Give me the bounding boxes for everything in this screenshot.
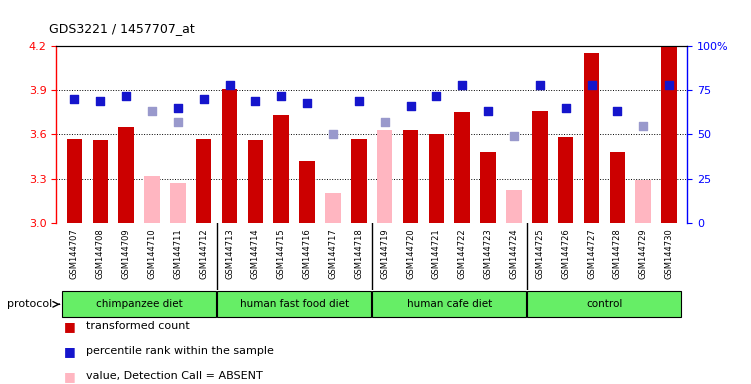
Text: GSM144725: GSM144725	[535, 228, 544, 279]
Text: GSM144720: GSM144720	[406, 228, 415, 279]
Text: GSM144718: GSM144718	[354, 228, 363, 279]
Text: ■: ■	[64, 320, 76, 333]
Text: human cafe diet: human cafe diet	[407, 299, 492, 310]
Point	[405, 103, 417, 109]
Text: value, Detection Call = ABSENT: value, Detection Call = ABSENT	[86, 371, 263, 381]
Text: GSM144728: GSM144728	[613, 228, 622, 279]
Text: GDS3221 / 1457707_at: GDS3221 / 1457707_at	[49, 22, 195, 35]
Text: human fast food diet: human fast food diet	[240, 299, 348, 310]
Bar	[635, 180, 651, 223]
Bar	[558, 137, 574, 223]
Text: GSM144716: GSM144716	[303, 228, 312, 279]
Text: GSM144710: GSM144710	[147, 228, 156, 279]
Text: GSM144729: GSM144729	[638, 228, 647, 279]
Text: GSM144723: GSM144723	[484, 228, 493, 279]
Text: GSM144727: GSM144727	[587, 228, 596, 279]
Text: control: control	[587, 299, 623, 310]
Text: GSM144711: GSM144711	[173, 228, 182, 279]
Text: GSM144715: GSM144715	[277, 228, 286, 279]
Point	[353, 98, 365, 104]
FancyBboxPatch shape	[62, 291, 216, 317]
Bar	[170, 183, 185, 223]
Bar	[67, 139, 82, 223]
Bar	[144, 175, 160, 223]
Point	[430, 93, 442, 99]
Point	[301, 99, 313, 106]
Point	[611, 108, 623, 114]
Text: percentile rank within the sample: percentile rank within the sample	[86, 346, 274, 356]
Point	[482, 108, 494, 114]
Bar	[196, 139, 212, 223]
Bar	[481, 152, 496, 223]
Point	[559, 105, 572, 111]
Point	[534, 82, 546, 88]
Text: GSM144717: GSM144717	[328, 228, 337, 279]
Text: GSM144726: GSM144726	[561, 228, 570, 279]
Text: GSM144722: GSM144722	[457, 228, 466, 279]
Bar	[532, 111, 547, 223]
Text: protocol: protocol	[8, 299, 53, 310]
Text: GSM144713: GSM144713	[225, 228, 234, 279]
Point	[146, 108, 158, 114]
Bar	[222, 89, 237, 223]
Point	[586, 82, 598, 88]
Text: GSM144719: GSM144719	[380, 228, 389, 279]
Point	[379, 119, 391, 125]
Bar	[403, 130, 418, 223]
Bar	[119, 127, 134, 223]
Bar	[610, 152, 625, 223]
Text: GSM144707: GSM144707	[70, 228, 79, 279]
Point	[663, 82, 675, 88]
Bar	[248, 140, 263, 223]
Bar	[454, 113, 470, 223]
Text: transformed count: transformed count	[86, 321, 190, 331]
Bar	[506, 190, 522, 223]
Text: GSM144714: GSM144714	[251, 228, 260, 279]
Text: ■: ■	[64, 345, 76, 358]
Bar	[429, 134, 444, 223]
Bar	[584, 53, 599, 223]
Text: GSM144721: GSM144721	[432, 228, 441, 279]
Point	[95, 98, 107, 104]
FancyBboxPatch shape	[527, 291, 681, 317]
Point	[120, 93, 132, 99]
Point	[637, 122, 649, 129]
Point	[172, 119, 184, 125]
Point	[249, 98, 261, 104]
Text: ■: ■	[64, 370, 76, 383]
Bar	[662, 46, 677, 223]
Bar	[92, 140, 108, 223]
Point	[327, 131, 339, 137]
Point	[276, 93, 288, 99]
Text: GSM144712: GSM144712	[199, 228, 208, 279]
Text: GSM144730: GSM144730	[665, 228, 674, 279]
Point	[224, 82, 236, 88]
Point	[68, 96, 80, 102]
FancyBboxPatch shape	[372, 291, 526, 317]
Point	[508, 133, 520, 139]
Text: GSM144724: GSM144724	[509, 228, 518, 279]
Bar	[325, 193, 341, 223]
Text: chimpanzee diet: chimpanzee diet	[95, 299, 182, 310]
Bar	[273, 115, 289, 223]
Bar	[351, 139, 366, 223]
Point	[172, 105, 184, 111]
FancyBboxPatch shape	[217, 291, 371, 317]
Point	[198, 96, 210, 102]
Bar	[300, 161, 315, 223]
Point	[456, 82, 468, 88]
Text: GSM144709: GSM144709	[122, 228, 131, 279]
Bar	[377, 130, 393, 223]
Text: GSM144708: GSM144708	[96, 228, 105, 279]
